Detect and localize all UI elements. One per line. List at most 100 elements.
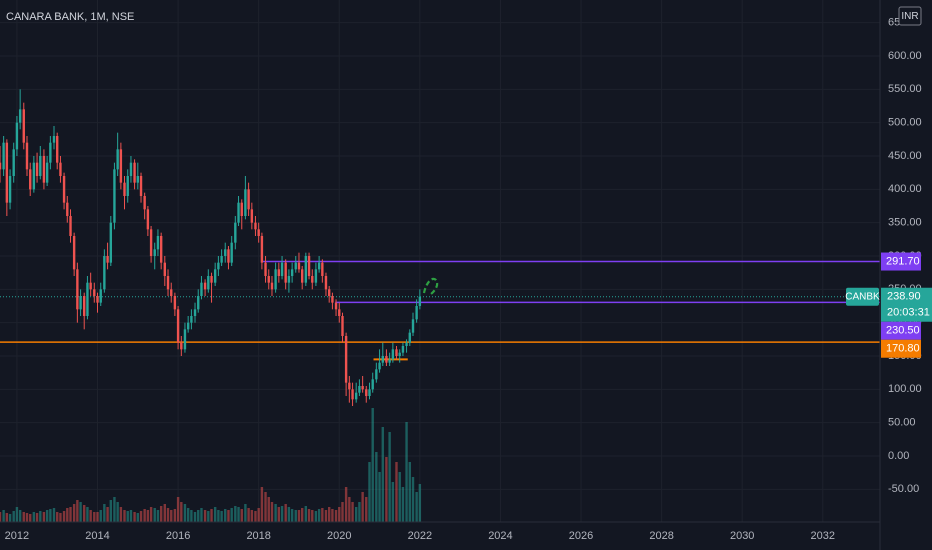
candle-body [69, 216, 72, 236]
candle-body [183, 329, 187, 350]
candle-body [284, 262, 287, 283]
candle-body [5, 142, 9, 203]
candle-body [62, 176, 66, 203]
volume-bar [139, 511, 143, 522]
x-tick-label: 2020 [327, 530, 351, 542]
volume-bar [408, 462, 411, 522]
volume-bar [375, 452, 378, 522]
volume-bar [227, 510, 230, 522]
volume-bar [287, 507, 291, 522]
y-tick-label: 400.00 [888, 183, 922, 195]
candle-body [331, 296, 334, 303]
candle-body [2, 142, 5, 170]
countdown: 20:03:31 [887, 307, 930, 319]
candle-body [103, 256, 106, 290]
level-label-box [881, 252, 921, 271]
volume-bar [96, 512, 99, 522]
volume-bar [210, 509, 213, 522]
candle-body [368, 389, 371, 396]
volume-bar [304, 506, 308, 522]
volume-bar [42, 512, 46, 522]
currency[interactable]: INR [901, 11, 918, 22]
volume-bar [307, 509, 311, 522]
candle-body [12, 149, 15, 176]
y-tick-label: 50.00 [888, 417, 916, 429]
candle-body [250, 209, 254, 223]
candle-body [297, 262, 301, 270]
candle-body [338, 309, 341, 316]
volume-bar [190, 510, 193, 522]
candle-body [401, 346, 405, 353]
volume-bar [25, 513, 29, 522]
y-tick-label: 350.00 [888, 217, 922, 229]
candle-body [42, 156, 46, 183]
candle-body [32, 162, 36, 190]
hand-drawn-arc [422, 277, 439, 295]
candle-body [22, 109, 25, 143]
candle-body [375, 369, 378, 380]
candle-body [143, 196, 146, 210]
candle-body [411, 319, 415, 333]
volume-bar [237, 507, 240, 522]
candle-body [304, 256, 308, 283]
candle-body [93, 289, 96, 296]
volume-bar [0, 512, 2, 522]
candle-body [163, 262, 166, 276]
candle-body [371, 379, 374, 390]
candle-body [83, 296, 86, 316]
volume-bar [176, 497, 180, 522]
candle-body [159, 236, 163, 263]
currency-box[interactable] [898, 6, 922, 26]
x-tick-label: 2012 [5, 530, 29, 542]
volume-bar [89, 510, 92, 522]
volume-bar [69, 507, 72, 522]
volume-bar [294, 510, 297, 522]
candle-body [186, 322, 190, 330]
volume-bar [244, 504, 247, 522]
candle-body [307, 256, 311, 276]
candle-body [170, 289, 173, 296]
volume-bar [123, 510, 126, 522]
candle-body [86, 282, 89, 316]
candle-body [126, 176, 129, 196]
candle-body [79, 296, 82, 310]
candle-body [381, 356, 384, 363]
candle-body [139, 176, 143, 196]
candle-body [254, 222, 257, 230]
candle-body [49, 142, 52, 163]
volume-bar [311, 510, 314, 522]
candle-body [378, 362, 381, 370]
volume-bar [331, 509, 334, 522]
y-tick-label: 550.00 [888, 83, 922, 95]
volume-bar [207, 511, 210, 522]
volume-bar [270, 502, 274, 522]
level-label: 291.70 [886, 255, 920, 267]
level-label: 230.50 [886, 325, 920, 337]
volume-bar [274, 504, 277, 522]
volume-bar [398, 472, 401, 522]
volume-bar [39, 511, 42, 522]
volume-bar [113, 497, 116, 522]
x-tick-label: 2014 [85, 530, 109, 542]
candle-body [193, 309, 197, 316]
volume-bar [254, 511, 257, 522]
candle-body [106, 256, 109, 263]
volume-bar [62, 511, 66, 522]
candle-body [290, 269, 294, 276]
candle-body [240, 202, 243, 216]
x-tick-label: 2030 [730, 530, 754, 542]
volume-bar [411, 477, 415, 522]
candle-body [227, 249, 230, 263]
candle-body [35, 162, 39, 176]
volume-bar [257, 508, 260, 522]
candle-body [358, 386, 361, 393]
x-tick-label: 2028 [649, 530, 673, 542]
volume-bar [385, 457, 388, 522]
candle-body [56, 136, 59, 163]
symbol-label: CANBK [845, 291, 880, 302]
volume-bar [368, 462, 371, 522]
volume-bar [267, 497, 270, 522]
volume-bar [365, 497, 368, 522]
candle-body [351, 389, 354, 400]
